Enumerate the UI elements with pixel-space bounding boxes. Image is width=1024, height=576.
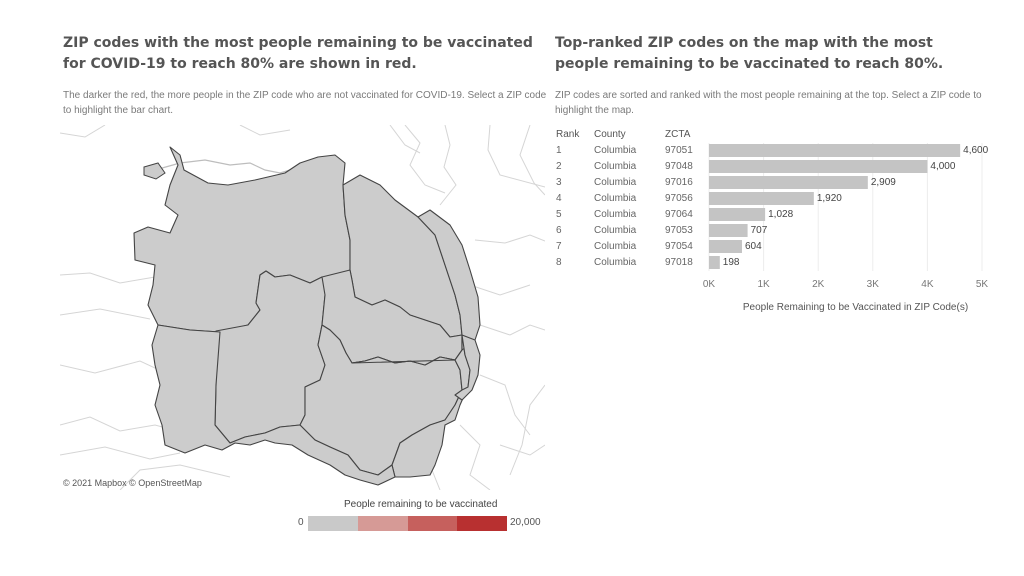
county-label: Columbia [594, 257, 637, 268]
zcta-label: 97018 [665, 257, 693, 268]
bar-97056[interactable] [709, 192, 814, 205]
bar-97048[interactable] [709, 160, 928, 173]
bar-97054[interactable] [709, 240, 742, 253]
zcta-label: 97051 [665, 145, 693, 156]
rank-label: 7 [556, 241, 562, 252]
bar-97064[interactable] [709, 208, 766, 221]
data-label: 2,909 [871, 177, 896, 188]
map-attribution[interactable]: © 2021 Mapbox © OpenStreetMap [63, 478, 202, 488]
color-legend [308, 516, 507, 531]
map-roads [60, 125, 545, 490]
legend-min-label: 0 [298, 517, 304, 528]
zip-map[interactable] [60, 125, 545, 490]
zip-regions[interactable] [133, 146, 481, 486]
zip-region-west[interactable] [151, 324, 396, 486]
zip-region-97051[interactable] [351, 334, 471, 478]
map-subtitle: The darker the red, the more people in t… [63, 90, 547, 116]
county-label: Columbia [594, 177, 637, 188]
rank-label: 1 [556, 145, 562, 156]
bar-97051[interactable] [709, 144, 961, 157]
county-label: Columbia [594, 225, 637, 236]
legend-title: People remaining to be vaccinated [344, 499, 498, 510]
x-tick-label: 5K [976, 279, 989, 290]
bar-97016[interactable] [709, 176, 868, 189]
county-label: Columbia [594, 209, 637, 220]
bar-97053[interactable] [709, 224, 748, 237]
data-label: 604 [745, 241, 762, 252]
river-island-icon [143, 162, 166, 180]
rank-label: 8 [556, 257, 562, 268]
zcta-label: 97064 [665, 209, 693, 220]
legend-swatch-4 [457, 516, 507, 531]
rank-label: 2 [556, 161, 562, 172]
county-label: Columbia [594, 161, 637, 172]
x-tick-label: 2K [812, 279, 825, 290]
x-tick-label: 1K [757, 279, 770, 290]
legend-max-label: 20,000 [510, 517, 541, 528]
county-label: Columbia [594, 145, 637, 156]
bar-chart-title: Top-ranked ZIP codes on the map with the… [555, 35, 944, 72]
zcta-label: 97056 [665, 193, 693, 204]
zcta-label: 97048 [665, 161, 693, 172]
x-axis-label: People Remaining to be Vaccinated in ZIP… [743, 302, 968, 313]
data-label: 198 [723, 257, 740, 268]
zip-region-97018[interactable] [454, 334, 481, 401]
bar-97018[interactable] [709, 256, 720, 269]
legend-swatch-2 [357, 516, 408, 531]
column-header-zcta: ZCTA [665, 129, 691, 140]
x-tick-label: 3K [867, 279, 880, 290]
legend-swatch-1 [308, 516, 358, 531]
x-tick-label: 0K [703, 279, 716, 290]
x-tick-label: 4K [921, 279, 934, 290]
ranked-bar-chart[interactable]: Rank County ZCTA 1 Columbia 97051 4,600 2 Columb… [550, 125, 1020, 315]
bar-chart-subtitle: ZIP codes are sorted and ranked with the… [555, 90, 982, 116]
zcta-label: 97016 [665, 177, 693, 188]
rank-label: 5 [556, 209, 562, 220]
map-title: ZIP codes with the most people remaining… [63, 35, 533, 72]
county-label: Columbia [594, 241, 637, 252]
county-label: Columbia [594, 193, 637, 204]
rank-label: 4 [556, 193, 562, 204]
legend-swatch-3 [407, 516, 458, 531]
column-header-rank: Rank [556, 129, 580, 140]
rank-label: 6 [556, 225, 562, 236]
zcta-label: 97053 [665, 225, 693, 236]
data-label: 4,600 [963, 145, 988, 156]
data-label: 1,028 [768, 209, 793, 220]
rank-label: 3 [556, 177, 562, 188]
data-label: 4,000 [930, 161, 955, 172]
data-label: 1,920 [817, 193, 842, 204]
data-label: 707 [751, 225, 768, 236]
column-header-county: County [594, 129, 626, 140]
zcta-label: 97054 [665, 241, 693, 252]
